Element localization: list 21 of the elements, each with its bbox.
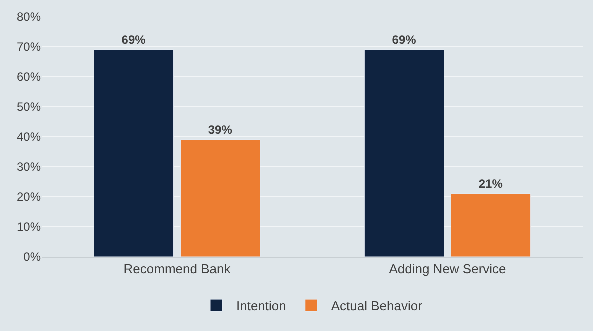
y-tick-label: 50% bbox=[16, 100, 42, 114]
x-tick-label: Adding New Service bbox=[389, 262, 506, 277]
data-label: 69% bbox=[392, 33, 417, 47]
y-tick-label: 40% bbox=[16, 130, 42, 144]
legend-label: Actual Behavior bbox=[331, 298, 424, 314]
y-tick-label: 10% bbox=[16, 220, 42, 234]
y-tick-label: 30% bbox=[16, 160, 42, 174]
legend-label: Intention bbox=[236, 298, 286, 314]
y-tick-label: 20% bbox=[16, 190, 42, 204]
data-label: 21% bbox=[478, 177, 504, 191]
bar bbox=[450, 194, 532, 257]
y-tick-label: 70% bbox=[16, 40, 42, 54]
bar bbox=[364, 50, 445, 257]
bar bbox=[94, 50, 174, 257]
y-tick-label: 60% bbox=[16, 70, 42, 84]
data-label: 69% bbox=[122, 33, 146, 47]
bar bbox=[180, 140, 261, 257]
data-label: 39% bbox=[208, 123, 233, 137]
x-tick-label: Recommend Bank bbox=[124, 262, 232, 277]
y-tick-label: 80% bbox=[16, 10, 42, 24]
y-tick-label: 0% bbox=[24, 250, 42, 264]
